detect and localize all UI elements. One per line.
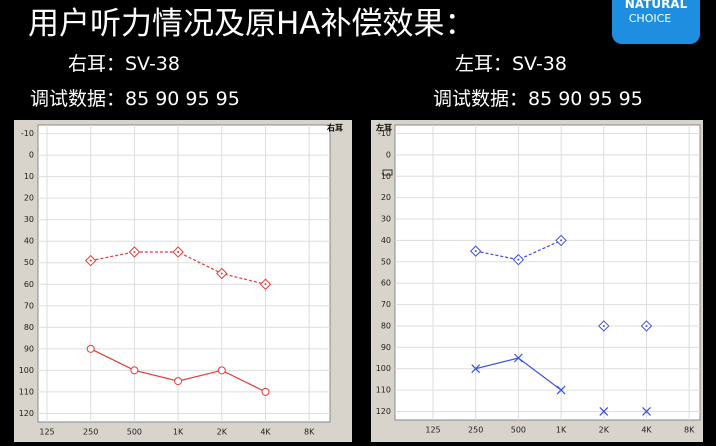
y-tick-label: 40 (24, 237, 34, 246)
marker-dot (133, 250, 136, 253)
y-tick-label: 80 (381, 321, 391, 330)
y-tick-label: 60 (24, 280, 34, 289)
marker (513, 353, 523, 363)
y-tick-label: 100 (376, 364, 391, 373)
y-tick-label: 20 (381, 193, 391, 202)
y-tick-label: 110 (376, 386, 391, 395)
marker-dot (517, 258, 520, 261)
marker (174, 377, 183, 386)
x-tick-label: 8K (684, 426, 695, 435)
chart-title: 右耳 (326, 123, 343, 133)
y-tick-label: 10 (24, 172, 34, 181)
logo-text: CHOICE (629, 12, 672, 25)
y-tick-label: -10 (378, 129, 391, 138)
y-tick-label: 40 (381, 236, 391, 245)
fitting-label: 调试数据：85 90 95 95 (30, 88, 240, 110)
series-line (90, 251, 266, 285)
marker (556, 385, 566, 395)
y-tick-label: 120 (376, 407, 391, 416)
marker (217, 366, 226, 375)
y-tick-label: 90 (24, 344, 34, 353)
x-tick-label: 125 (425, 426, 440, 435)
y-tick-label: 110 (19, 387, 34, 396)
x-tick-label: 125 (39, 428, 54, 437)
x-tick-label: 8K (304, 428, 315, 437)
y-tick-label: 10 (381, 172, 391, 181)
logo-text: NATURAL (625, 0, 688, 11)
y-tick-label: 50 (24, 258, 34, 267)
ear-label: 左耳：SV-38 (455, 53, 567, 75)
y-tick-label: 120 (19, 409, 34, 418)
y-tick-label: 60 (381, 279, 391, 288)
x-tick-label: 2K (217, 428, 228, 437)
marker-dot (177, 250, 180, 253)
y-tick-label: 30 (381, 215, 391, 224)
marker (642, 407, 651, 416)
ear-label: 右耳：SV-38 (68, 53, 180, 75)
y-tick-label: 70 (381, 300, 391, 309)
x-tick-label: 1K (173, 428, 184, 437)
y-tick-label: 80 (24, 323, 34, 332)
x-tick-label: 250 (468, 426, 483, 435)
x-tick-label: 2K (599, 426, 610, 435)
marker (599, 407, 609, 416)
y-tick-label: 50 (381, 257, 391, 266)
slide-title: 用户听力情况及原HA补偿效果： (28, 6, 476, 42)
y-tick-label: 90 (381, 343, 391, 352)
y-tick-label: 100 (19, 366, 34, 375)
marker-dot (264, 283, 267, 286)
marker-dot (89, 259, 92, 262)
marker (261, 387, 270, 396)
y-tick-label: 20 (24, 194, 34, 203)
x-tick-label: 250 (83, 428, 98, 437)
marker-dot (602, 324, 605, 327)
plot-area (394, 124, 701, 421)
marker-dot (474, 250, 477, 253)
y-tick-label: -10 (21, 129, 34, 138)
marker (130, 366, 139, 375)
icon (382, 169, 393, 176)
marker (471, 364, 481, 374)
chart-title: 左耳 (375, 123, 392, 133)
plot-area (37, 124, 331, 423)
marker-dot (645, 324, 648, 327)
y-tick-label: 70 (24, 301, 34, 310)
marker-dot (560, 239, 563, 242)
x-tick-label: 4K (260, 428, 271, 437)
logo (612, 0, 700, 44)
y-tick-label: 30 (24, 215, 34, 224)
marker-dot (220, 272, 223, 275)
marker (86, 344, 95, 353)
x-tick-label: 1K (556, 426, 567, 435)
x-tick-label: 500 (511, 426, 526, 435)
fitting-label: 调试数据：85 90 95 95 (433, 88, 643, 110)
x-tick-label: 500 (127, 428, 142, 437)
y-tick-label: 0 (29, 151, 34, 160)
x-tick-label: 4K (641, 426, 652, 435)
y-tick-label: 0 (386, 150, 391, 159)
